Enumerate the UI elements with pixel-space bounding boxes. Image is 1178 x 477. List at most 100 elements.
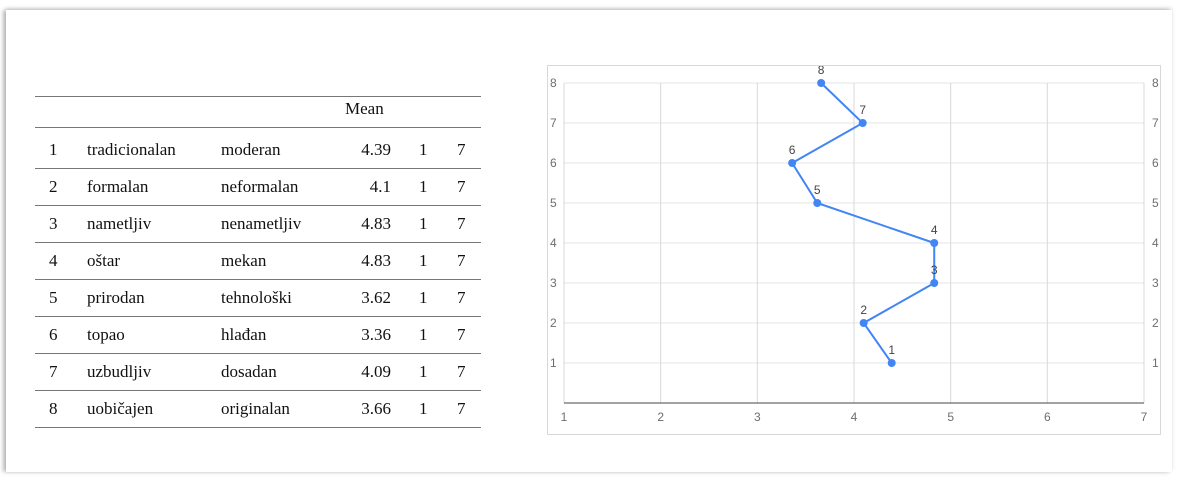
data-point [858, 119, 867, 127]
table-row: 7 uzbudljiv dosadan 4.09 1 7 [35, 354, 481, 391]
left-adjective: nametljiv [87, 214, 152, 233]
y-tick-label-right: 5 [1152, 196, 1159, 210]
y-tick-label-left: 6 [550, 156, 557, 170]
right-adjective: tehnološki [221, 288, 292, 307]
table-row: 3 nametljiv nenametljiv 4.83 1 7 [35, 206, 481, 243]
mean-value: 4.83 [361, 214, 391, 233]
data-point [813, 199, 822, 207]
table-row: 2 formalan neformalan 4.1 1 7 [35, 169, 481, 206]
mean-value: 3.66 [361, 399, 391, 418]
row-index: 4 [49, 251, 58, 270]
y-tick-label-right: 6 [1152, 156, 1159, 170]
y-tick-label-left: 5 [550, 196, 557, 210]
mean-value: 3.36 [361, 325, 391, 344]
scale-min: 1 [419, 251, 428, 270]
right-adjective: mekan [221, 251, 267, 270]
table-row: 6 topao hlađan 3.36 1 7 [35, 317, 481, 354]
right-adjective: neformalan [221, 177, 299, 196]
x-tick-label: 7 [1141, 410, 1148, 424]
data-label: 1 [888, 343, 895, 357]
table-body: 1 tradicionalan moderan 4.39 1 7 2 formalan nefo… [35, 132, 481, 428]
table-header: Mean [35, 96, 481, 128]
mean-value: 4.39 [361, 140, 391, 159]
right-adjective: nenametljiv [221, 214, 302, 233]
scale-max: 7 [457, 177, 466, 196]
data-point [817, 79, 826, 87]
x-tick-label: 6 [1044, 410, 1051, 424]
scale-max: 7 [457, 399, 466, 418]
right-adjective: originalan [221, 399, 290, 418]
y-tick-label-left: 8 [550, 76, 557, 90]
data-label: 8 [818, 66, 825, 77]
table-row: 1 tradicionalan moderan 4.39 1 7 [35, 132, 481, 169]
left-adjective: topao [87, 325, 125, 344]
right-adjective: dosadan [221, 362, 277, 381]
chart-svg: 1 1 2 2 3 3 4 4 5 5 6 6 7 7 8 8 1 2 3 4 5 6 7 1 2 3 4 5 6 7 8 [550, 63, 1159, 424]
mean-value: 4.83 [361, 251, 391, 270]
mean-column-header: Mean [345, 99, 384, 118]
mean-value: 3.62 [361, 288, 391, 307]
data-label: 3 [931, 263, 938, 277]
x-tick-label: 2 [657, 410, 664, 424]
scale-min: 1 [419, 362, 428, 381]
left-adjective: tradicionalan [87, 140, 176, 159]
row-index: 8 [49, 399, 58, 418]
row-index: 3 [49, 214, 58, 233]
scale-max: 7 [457, 288, 466, 307]
left-adjective: oštar [87, 251, 121, 270]
y-tick-label-right: 7 [1152, 116, 1159, 130]
scale-max: 7 [457, 325, 466, 344]
data-point [930, 279, 939, 287]
data-label: 5 [814, 183, 821, 197]
data-point [788, 159, 797, 167]
mean-value: 4.1 [369, 177, 391, 196]
scale-min: 1 [419, 288, 428, 307]
scale-max: 7 [457, 214, 466, 233]
x-tick-label: 5 [947, 410, 954, 424]
row-index: 5 [49, 288, 58, 307]
left-adjective: uobičajen [87, 399, 154, 418]
y-tick-label-right: 1 [1152, 356, 1159, 370]
row-index: 7 [49, 362, 58, 381]
table-row: 8 uobičajen originalan 3.66 1 7 [35, 391, 481, 428]
data-label: 4 [931, 223, 938, 237]
row-index: 2 [49, 177, 58, 196]
scale-max: 7 [457, 362, 466, 381]
left-adjective: prirodan [87, 288, 145, 307]
data-label: 6 [789, 143, 796, 157]
right-adjective: moderan [221, 140, 281, 159]
table-row: 4 oštar mekan 4.83 1 7 [35, 243, 481, 280]
row-index: 6 [49, 325, 58, 344]
left-adjective: uzbudljiv [87, 362, 152, 381]
header-divider [35, 127, 481, 128]
x-tick-label: 4 [851, 410, 858, 424]
y-tick-label-left: 2 [550, 316, 557, 330]
line-chart: 1 1 2 2 3 3 4 4 5 5 6 6 7 7 8 8 1 2 3 4 5 6 7 1 2 3 4 5 6 7 8 [547, 63, 1161, 435]
y-tick-label-right: 3 [1152, 276, 1159, 290]
data-point [859, 319, 868, 327]
y-tick-label-left: 1 [550, 356, 557, 370]
data-label: 7 [859, 103, 866, 117]
left-adjective: formalan [87, 177, 149, 196]
scale-min: 1 [419, 399, 428, 418]
x-tick-label: 1 [561, 410, 568, 424]
scale-min: 1 [419, 177, 428, 196]
series-line [790, 82, 936, 364]
data-label: 2 [860, 303, 867, 317]
right-adjective: hlađan [221, 325, 267, 344]
y-tick-label-left: 4 [550, 236, 557, 250]
table-row: 5 prirodan tehnološki 3.62 1 7 [35, 280, 481, 317]
data-point [930, 239, 939, 247]
y-tick-label-right: 4 [1152, 236, 1159, 250]
y-tick-label-right: 8 [1152, 76, 1159, 90]
scale-min: 1 [419, 140, 428, 159]
semantic-differential-table: Mean 1 tradicionalan moderan 4.39 1 7 2 formala… [35, 96, 481, 428]
scale-min: 1 [419, 325, 428, 344]
data-point [887, 359, 896, 367]
y-tick-label-right: 2 [1152, 316, 1159, 330]
scale-max: 7 [457, 140, 466, 159]
scale-max: 7 [457, 251, 466, 270]
scale-min: 1 [419, 214, 428, 233]
mean-value: 4.09 [361, 362, 391, 381]
y-tick-label-left: 3 [550, 276, 557, 290]
